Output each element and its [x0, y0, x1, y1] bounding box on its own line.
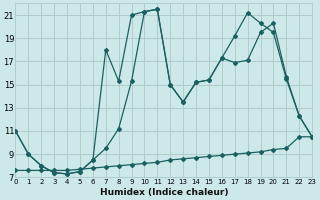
- X-axis label: Humidex (Indice chaleur): Humidex (Indice chaleur): [100, 188, 228, 197]
